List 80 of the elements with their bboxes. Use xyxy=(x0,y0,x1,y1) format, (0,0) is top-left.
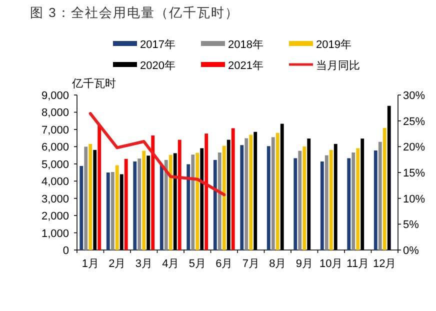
bar xyxy=(222,146,226,250)
bar xyxy=(320,161,324,250)
bar xyxy=(378,142,382,250)
legend-label: 2019年 xyxy=(316,39,352,51)
bar xyxy=(352,152,356,250)
bar xyxy=(186,164,190,250)
bar xyxy=(302,146,306,250)
y-tick-label: 0 xyxy=(62,245,69,257)
line-series xyxy=(88,112,226,196)
bar xyxy=(276,132,280,250)
y2-tick-label: 10% xyxy=(403,193,426,206)
y-tick-label: 7,000 xyxy=(41,124,69,136)
bar xyxy=(266,146,270,250)
y2-tick-label: 25% xyxy=(403,116,426,128)
x-tick-label: 6月 xyxy=(216,258,233,270)
bar xyxy=(142,150,146,250)
bar xyxy=(84,146,88,250)
y2-tick-label: 20% xyxy=(403,142,426,154)
bar xyxy=(168,154,172,250)
y-tick-label: 1,000 xyxy=(41,228,69,240)
bar xyxy=(294,158,298,250)
y2-tick-label: 0% xyxy=(403,245,420,257)
y-tick-label: 6,000 xyxy=(41,142,69,154)
y2-tick-label: 15% xyxy=(403,168,426,180)
bar xyxy=(160,164,164,250)
y2-tick-label: 30% xyxy=(403,90,426,102)
bar xyxy=(88,144,92,250)
bar xyxy=(196,152,200,250)
x-tick-label: 10月 xyxy=(320,258,343,270)
bar xyxy=(191,154,195,250)
y-tick-label: 5,000 xyxy=(41,158,69,171)
x-tick-label: 3月 xyxy=(135,258,152,270)
legend-label: 2020年 xyxy=(140,60,176,72)
bar xyxy=(356,148,360,250)
x-tick-label: 4月 xyxy=(162,258,180,270)
y-tick-label: 8,000 xyxy=(41,107,69,120)
bar xyxy=(213,160,217,250)
legend-label: 2017年 xyxy=(140,39,176,51)
y-tick-label: 2,000 xyxy=(41,210,69,223)
bar xyxy=(218,152,222,250)
bar xyxy=(271,137,275,250)
chart-title: 图 3：全社会用电量（亿千瓦时） xyxy=(30,5,239,20)
bar xyxy=(164,160,168,250)
bar xyxy=(151,135,155,250)
bar xyxy=(382,128,386,250)
y2-tick-label: 5% xyxy=(403,219,420,232)
bar xyxy=(347,158,351,250)
bar xyxy=(98,125,102,250)
x-tick-label: 7月 xyxy=(242,258,260,270)
bar xyxy=(324,155,328,250)
bar xyxy=(133,161,137,250)
y-tick-label: 4,000 xyxy=(41,176,69,188)
bar xyxy=(244,138,248,250)
x-tick-label: 5月 xyxy=(188,258,206,270)
bar xyxy=(374,150,378,250)
bar xyxy=(110,172,114,250)
bar xyxy=(249,134,253,250)
x-tick-label: 2月 xyxy=(108,258,126,270)
bar xyxy=(106,172,110,250)
x-tick-label: 8月 xyxy=(269,258,286,270)
bar xyxy=(124,158,128,250)
bar xyxy=(329,150,333,250)
y-tick-label: 9,000 xyxy=(41,90,69,102)
x-tick-label: 9月 xyxy=(296,258,313,270)
bar xyxy=(115,165,119,250)
x-tick-label: 1月 xyxy=(82,258,99,270)
legend-label: 2018年 xyxy=(228,39,264,51)
bar xyxy=(231,128,235,250)
bar xyxy=(138,158,142,250)
bar xyxy=(240,145,244,250)
bar xyxy=(204,134,208,250)
bar xyxy=(298,150,302,250)
bar xyxy=(178,140,182,250)
x-tick-label: 12月 xyxy=(373,258,396,270)
legend-label: 2021年 xyxy=(228,60,264,72)
legend-label: 当月同比 xyxy=(316,59,360,72)
x-tick-label: 11月 xyxy=(346,258,370,270)
y-axis-title: 亿千瓦时 xyxy=(71,77,116,90)
bar xyxy=(80,166,84,250)
y-tick-label: 3,000 xyxy=(41,193,69,206)
